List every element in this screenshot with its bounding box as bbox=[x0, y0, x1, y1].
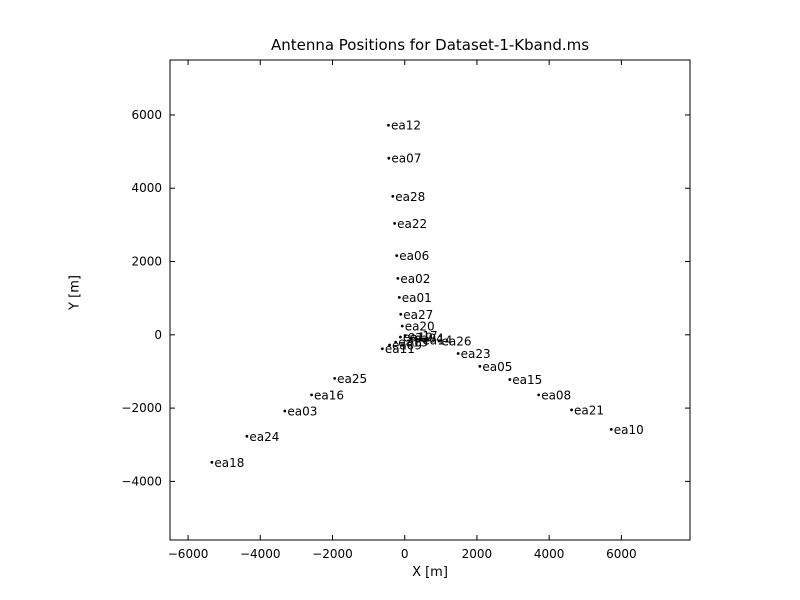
antenna-marker bbox=[333, 377, 337, 380]
antenna-label: ea01 bbox=[402, 291, 432, 305]
antenna-marker bbox=[391, 194, 395, 198]
antenna-label: ea23 bbox=[461, 347, 491, 361]
antenna-marker bbox=[478, 364, 482, 368]
antenna-marker bbox=[380, 347, 384, 351]
antenna-marker bbox=[388, 343, 391, 347]
antenna-marker bbox=[393, 222, 397, 225]
antenna-label: ea11 bbox=[385, 342, 415, 356]
antenna-label: ea21 bbox=[574, 403, 604, 417]
antenna-label: ea17 bbox=[408, 329, 438, 343]
antenna-marker bbox=[387, 123, 390, 127]
antenna-label: ea04 bbox=[414, 332, 444, 346]
x-tick-label: 2000 bbox=[462, 547, 493, 561]
antenna-label: ea18 bbox=[214, 456, 244, 470]
antenna-marker bbox=[456, 352, 460, 355]
y-tick-label: 2000 bbox=[131, 255, 162, 269]
antenna-label: ea16 bbox=[314, 388, 344, 402]
antenna-marker bbox=[537, 393, 541, 397]
x-axis-label: X [m] bbox=[412, 565, 448, 580]
x-tick-label: 6000 bbox=[606, 547, 637, 561]
y-tick-label: −4000 bbox=[121, 474, 162, 488]
x-tick-label: −2000 bbox=[312, 547, 353, 561]
antenna-label: ea28 bbox=[395, 190, 425, 204]
antenna-label: ea10 bbox=[614, 423, 644, 437]
antenna-label: ea13 bbox=[398, 336, 428, 350]
chart-title: Antenna Positions for Dataset-1-Kband.ms bbox=[270, 36, 590, 54]
antenna-marker bbox=[310, 393, 313, 397]
antenna-label: ea15 bbox=[512, 373, 542, 387]
antenna-marker bbox=[394, 340, 398, 344]
x-tick-label: 0 bbox=[401, 547, 409, 561]
y-axis-label: Y [m] bbox=[67, 275, 83, 310]
antenna-label: ea08 bbox=[541, 388, 571, 402]
plot-frame bbox=[169, 59, 691, 541]
antenna-marker bbox=[387, 156, 391, 160]
antenna-label: ea05 bbox=[482, 360, 512, 374]
antenna-marker bbox=[400, 324, 404, 328]
antenna-label: ea20 bbox=[405, 320, 435, 334]
antenna-label: ea24 bbox=[249, 430, 279, 444]
x-tick-label: −4000 bbox=[240, 547, 281, 561]
antenna-marker bbox=[437, 339, 441, 343]
y-tick-label: −2000 bbox=[121, 401, 162, 415]
y-tick-label: 0 bbox=[154, 328, 162, 342]
antenna-label: ea06 bbox=[399, 249, 429, 263]
antenna-label: ea26 bbox=[442, 335, 472, 349]
x-tick-label: 4000 bbox=[534, 547, 565, 561]
antenna-label: ea03 bbox=[287, 405, 317, 419]
antenna-marker bbox=[508, 378, 512, 381]
antenna-marker bbox=[245, 434, 249, 438]
antenna-label: ea25 bbox=[337, 372, 367, 386]
antenna-label: ea27 bbox=[403, 308, 433, 322]
antenna-marker bbox=[570, 408, 573, 412]
antenna-marker bbox=[395, 254, 399, 258]
antenna-marker bbox=[396, 276, 400, 280]
antenna-label: ea22 bbox=[397, 217, 427, 231]
antenna-label: ea07 bbox=[391, 152, 421, 166]
y-tick-label: 6000 bbox=[131, 108, 162, 122]
antenna-marker bbox=[210, 460, 214, 464]
antenna-label: ea14 bbox=[422, 333, 452, 347]
antenna-marker bbox=[283, 409, 287, 413]
antenna-marker bbox=[609, 427, 613, 431]
antenna-marker bbox=[399, 312, 403, 316]
antenna-marker bbox=[398, 335, 402, 339]
y-tick-label: 4000 bbox=[131, 181, 162, 195]
x-tick-label: −6000 bbox=[168, 547, 209, 561]
antenna-marker bbox=[397, 296, 401, 299]
antenna-marker bbox=[409, 336, 413, 340]
antenna-label: ea19 bbox=[403, 331, 433, 345]
antenna-marker bbox=[403, 334, 407, 337]
antenna-label: ea09 bbox=[392, 339, 422, 353]
antenna-label: ea12 bbox=[391, 119, 421, 133]
antenna-label: ea02 bbox=[400, 272, 430, 286]
antenna-marker bbox=[418, 338, 422, 342]
